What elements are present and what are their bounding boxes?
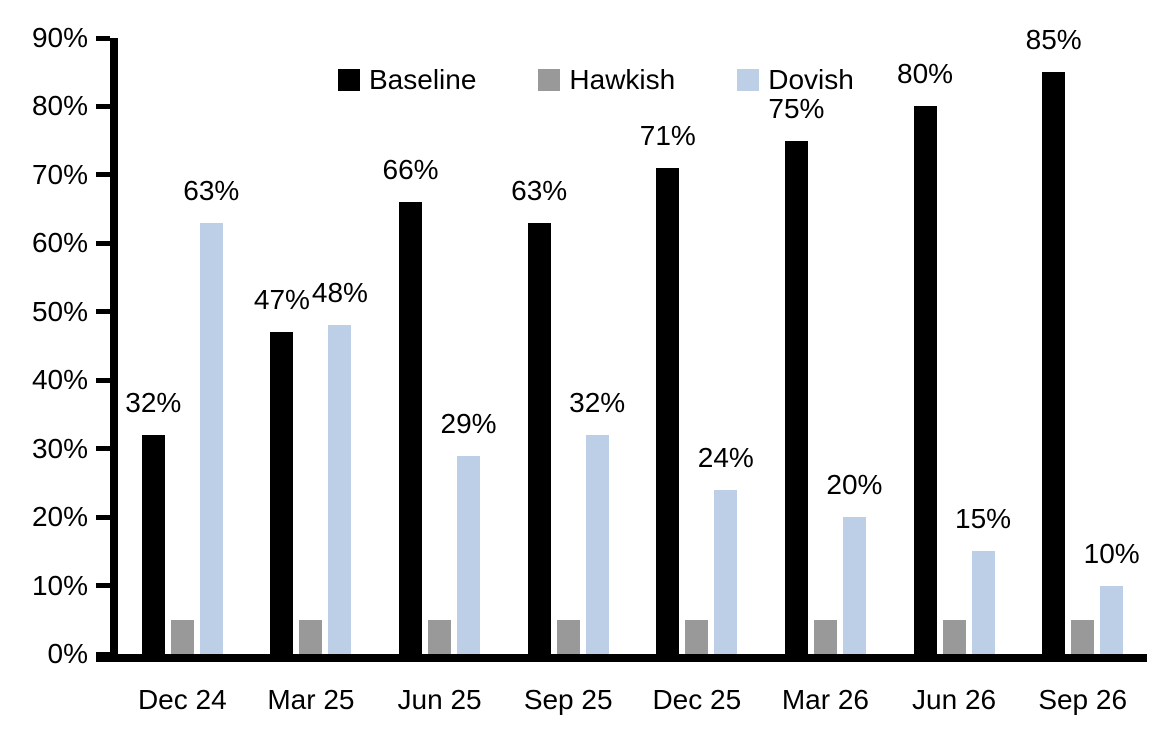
y-axis-tick-mark — [96, 651, 110, 657]
bar-hawkish-jun-26 — [942, 619, 966, 654]
bar-value-label: 75% — [768, 92, 825, 124]
bar-value-label: 66% — [382, 154, 439, 186]
x-axis-tick-label: Jun 26 — [912, 684, 997, 715]
bar-hawkish-dec-24 — [170, 619, 194, 654]
bar-dovish-dec-25: 24% — [698, 442, 754, 654]
y-axis-tick-label: 0% — [47, 638, 88, 669]
y-axis-tick-label: 30% — [31, 432, 88, 464]
plot-area: Baseline Hawkish Dovish 32% 63% 47% 48% 66% 29%… — [118, 25, 1147, 654]
bar-dovish-jun-25: 29% — [441, 408, 497, 654]
bar-value-label: 48% — [311, 277, 368, 309]
bar-value-label: 32% — [569, 386, 626, 418]
bar-baseline-dec-24: 32% — [125, 387, 181, 654]
x-axis-tick-label: Dec 25 — [652, 684, 742, 715]
y-axis-tick-mark — [96, 583, 110, 589]
bar-hawkish-dec-25 — [685, 619, 709, 654]
bar-value-label: 29% — [440, 407, 497, 439]
bar-hawkish-sep-25 — [556, 619, 580, 654]
bar-dovish-sep-25: 32% — [569, 387, 625, 654]
bar-hawkish-mar-25 — [299, 619, 323, 654]
y-axis-tick-label: 90% — [31, 22, 88, 53]
bar-group-jun-26: 80% 15% — [897, 38, 1011, 654]
y-axis-tick-label: 20% — [31, 501, 88, 533]
bar-baseline-dec-25: 71% — [640, 121, 696, 654]
bar-dovish-mar-25: 48% — [312, 278, 368, 654]
legend-swatch-baseline — [338, 69, 360, 91]
bar-value-label: 71% — [639, 120, 696, 152]
bar-group-jun-25: 66% 29% — [383, 38, 497, 654]
legend-swatch-hawkish — [538, 69, 561, 91]
bar-value-label: 85% — [1025, 24, 1082, 56]
bar-group-sep-26: 85% 10% — [1026, 25, 1140, 654]
x-axis-line — [96, 654, 1147, 662]
legend-item-dovish: Dovish — [737, 65, 854, 95]
y-axis-tick-label: 10% — [31, 569, 88, 601]
legend-item-baseline: Baseline — [338, 65, 476, 95]
y-axis-tick-label: 70% — [31, 158, 88, 190]
bar-group-mar-25: 47% 48% — [254, 38, 368, 654]
y-axis-tick-label: 60% — [31, 227, 88, 259]
y-axis-tick-label: 40% — [31, 364, 88, 396]
x-axis-tick-label: Jun 25 — [397, 684, 482, 715]
y-axis-tick-mark — [96, 103, 110, 109]
y-axis-tick-mark — [96, 172, 110, 178]
legend-swatch-dovish — [737, 69, 760, 91]
bar-baseline-sep-25: 63% — [511, 175, 567, 654]
y-axis-tick-mark — [96, 240, 110, 246]
bar-value-label: 20% — [826, 469, 883, 501]
bar-value-label: 24% — [697, 441, 754, 473]
bar-value-label: 63% — [511, 174, 568, 206]
bar-dovish-sep-26: 10% — [1084, 538, 1140, 654]
x-axis-tick-label: Dec 24 — [137, 684, 227, 715]
bar-baseline-jun-26: 80% — [897, 59, 953, 654]
x-axis-tick-label: Mar 25 — [267, 684, 355, 715]
y-axis-tick-mark — [96, 309, 110, 315]
x-axis-tick-label: Sep 25 — [523, 684, 613, 715]
x-axis-tick-label: Sep 26 — [1038, 684, 1128, 715]
bar-groups: 32% 63% 47% 48% 66% 29% 63% 32% 71% 24% 75% 20% 80% 1… — [118, 25, 1147, 654]
bar-group-dec-24: 32% 63% — [125, 38, 239, 654]
bar-group-dec-25: 71% 24% — [640, 38, 754, 654]
y-axis-tick-mark — [96, 446, 110, 452]
bar-value-label: 15% — [955, 503, 1012, 535]
bar-baseline-mar-26: 75% — [768, 93, 824, 654]
bar-baseline-mar-25: 47% — [254, 285, 310, 654]
bar-value-label: 32% — [125, 386, 182, 418]
legend-label: Baseline — [369, 64, 477, 95]
bar-baseline-jun-25: 66% — [383, 155, 439, 654]
bar-value-label: 10% — [1083, 537, 1140, 569]
bar-value-label: 47% — [253, 284, 310, 316]
y-axis-tick-labels: 90% 80% 70% 60% 50% 40% 30% 20% 10% 0% — [0, 22, 88, 669]
bar-hawkish-jun-25 — [428, 619, 452, 654]
y-axis-tick-label: 50% — [31, 295, 88, 327]
bar-group-sep-25: 63% 32% — [511, 38, 625, 654]
bar-value-label: 80% — [897, 58, 954, 90]
bar-baseline-sep-26: 85% — [1026, 25, 1082, 654]
y-axis-tick-mark — [96, 514, 110, 520]
bar-dovish-jun-26: 15% — [955, 504, 1011, 654]
bar-value-label: 63% — [183, 174, 240, 206]
bar-hawkish-mar-26 — [813, 619, 837, 654]
legend-label: Dovish — [768, 64, 854, 95]
legend-label: Hawkish — [569, 64, 676, 95]
y-axis-tick-mark — [96, 35, 110, 41]
bar-group-mar-26: 75% 20% — [768, 38, 882, 654]
bar-dovish-mar-26: 20% — [826, 470, 882, 654]
y-axis-tick-label: 80% — [31, 90, 88, 122]
legend-item-hawkish: Hawkish — [538, 65, 675, 95]
x-axis-tick-labels: Dec 24 Mar 25 Jun 25 Sep 25 Dec 25 Mar 26 Jun … — [118, 684, 1147, 716]
bar-dovish-dec-24: 63% — [183, 175, 239, 654]
y-axis-line — [110, 38, 118, 662]
x-axis-tick-label: Mar 26 — [781, 684, 870, 715]
bar-hawkish-sep-26 — [1071, 619, 1095, 654]
y-axis-tick-mark — [96, 377, 110, 383]
legend: Baseline Hawkish Dovish — [338, 65, 854, 95]
